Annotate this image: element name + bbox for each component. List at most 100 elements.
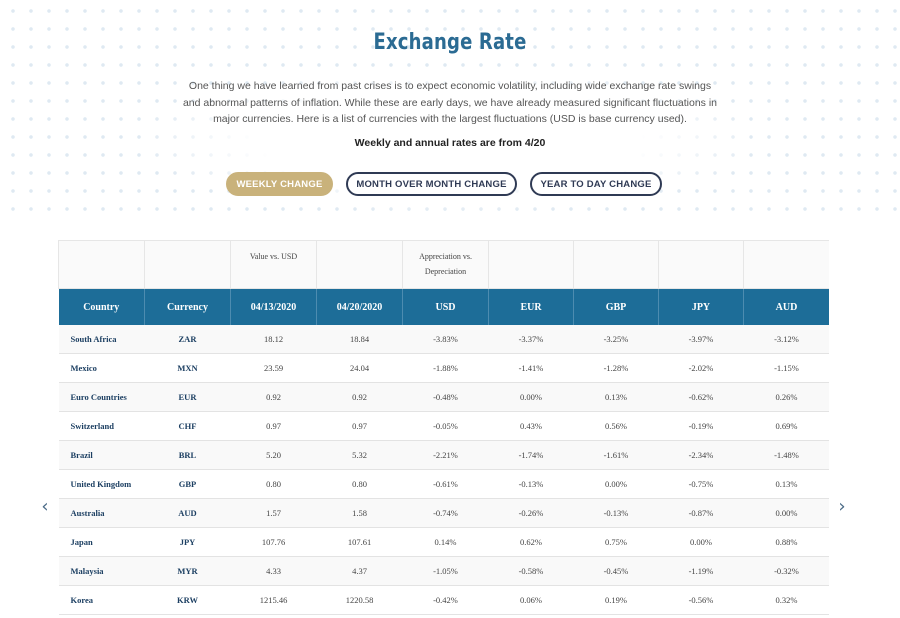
rates-date-note: Weekly and annual rates are from 4/20 <box>354 137 546 149</box>
change-cell: -0.13% <box>573 498 659 528</box>
change-cell: 0.69% <box>743 411 829 441</box>
chevron-right-icon: › <box>838 495 846 517</box>
country-cell: Euro Countries <box>58 382 145 412</box>
change-cell: 0.88% <box>743 527 829 557</box>
next-arrow-button[interactable]: › <box>833 494 851 518</box>
table-row: Mexico MXN 23.59 24.04 -1.88% -1.41% -1.28% -2.… <box>58 353 829 383</box>
table-row: Switzerland CHF 0.97 0.97 -0.05% 0.43% 0.56% -0… <box>58 411 829 441</box>
rate-value-cell: 0.97 <box>316 411 403 441</box>
column-header: JPY <box>658 288 744 325</box>
rate-value-cell: 107.76 <box>230 527 317 557</box>
currency-cell: MXN <box>144 353 231 383</box>
change-cell: 0.06% <box>488 585 574 615</box>
change-cell: 0.75% <box>573 527 659 557</box>
currency-cell: EUR <box>144 382 231 412</box>
change-cell: -3.97% <box>658 325 744 354</box>
change-cell: -1.28% <box>573 353 659 383</box>
change-cell: -0.13% <box>488 469 574 499</box>
rate-value-cell: 4.33 <box>230 556 317 586</box>
change-cell: 0.43% <box>488 411 574 441</box>
rate-value-cell: 5.32 <box>316 440 403 470</box>
change-cell: -0.75% <box>658 469 744 499</box>
group-header-empty <box>743 240 829 289</box>
currency-cell: GBP <box>144 469 231 499</box>
change-cell: -2.34% <box>658 440 744 470</box>
change-cell: 0.13% <box>573 382 659 412</box>
exchange-rate-table-wrapper[interactable]: Value vs. USD Appreciation vs. Depreciat… <box>58 240 829 618</box>
change-cell: -1.48% <box>743 440 829 470</box>
currency-cell: JPY <box>144 527 231 557</box>
change-cell: -3.12% <box>743 325 829 354</box>
group-header-empty <box>658 240 744 289</box>
change-cell: 0.13% <box>743 469 829 499</box>
table-row: United Kingdom GBP 0.80 0.80 -0.61% -0.13% 0.0… <box>58 469 829 499</box>
change-cell: -1.41% <box>488 353 574 383</box>
column-header: GBP <box>573 288 659 325</box>
change-cell: -1.61% <box>573 440 659 470</box>
currency-cell: AUD <box>144 498 231 528</box>
column-header: AUD <box>743 288 829 325</box>
group-header-empty <box>488 240 574 289</box>
country-cell: South Africa <box>58 325 145 354</box>
change-cell: 0.19% <box>573 585 659 615</box>
change-cell: -0.05% <box>402 411 489 441</box>
change-cell: -2.02% <box>658 353 744 383</box>
change-cell: 0.56% <box>573 411 659 441</box>
currency-cell: KRW <box>144 585 231 615</box>
currency-cell: MYR <box>144 556 231 586</box>
group-header-empty <box>573 240 659 289</box>
country-cell: Australia <box>58 498 145 528</box>
change-cell: 0.14% <box>402 527 489 557</box>
rate-value-cell: 1215.46 <box>230 585 317 615</box>
change-cell: -0.87% <box>658 498 744 528</box>
country-cell: Mexico <box>58 353 145 383</box>
rate-value-cell: 18.84 <box>316 325 403 354</box>
tab-weekly-change[interactable]: WEEKLY CHANGE <box>226 172 333 196</box>
change-cell: 0.62% <box>488 527 574 557</box>
rate-value-cell: 0.80 <box>316 469 403 499</box>
exchange-rate-table: Value vs. USD Appreciation vs. Depreciat… <box>58 240 829 615</box>
change-cell: 0.00% <box>573 469 659 499</box>
rate-value-cell: 1220.58 <box>316 585 403 615</box>
change-cell: -0.32% <box>743 556 829 586</box>
change-period-tabs: WEEKLY CHANGE MONTH OVER MONTH CHANGE YE… <box>0 172 900 198</box>
country-cell: Brazil <box>58 440 145 470</box>
country-cell: United Kingdom <box>58 469 145 499</box>
rate-value-cell: 0.80 <box>230 469 317 499</box>
change-cell: 0.32% <box>743 585 829 615</box>
change-cell: 0.00% <box>658 527 744 557</box>
rate-value-cell: 24.04 <box>316 353 403 383</box>
column-header-row: Country Currency 04/13/2020 04/20/2020 USD EU… <box>58 288 829 325</box>
column-header: EUR <box>488 288 574 325</box>
change-cell: -1.15% <box>743 353 829 383</box>
rate-value-cell: 0.97 <box>230 411 317 441</box>
tab-year-to-day-change[interactable]: YEAR TO DAY CHANGE <box>530 172 662 196</box>
rate-value-cell: 5.20 <box>230 440 317 470</box>
group-header-appreciation: Appreciation vs. Depreciation <box>402 240 489 289</box>
change-cell: -0.45% <box>573 556 659 586</box>
change-cell: -0.74% <box>402 498 489 528</box>
change-cell: -0.48% <box>402 382 489 412</box>
currency-cell: BRL <box>144 440 231 470</box>
change-cell: -0.19% <box>658 411 744 441</box>
change-cell: 0.26% <box>743 382 829 412</box>
change-cell: -3.83% <box>402 325 489 354</box>
table-row: Korea KRW 1215.46 1220.58 -0.42% 0.06% 0.19% -0… <box>58 585 829 615</box>
rate-value-cell: 1.58 <box>316 498 403 528</box>
country-cell: Japan <box>58 527 145 557</box>
table-row: Brazil BRL 5.20 5.32 -2.21% -1.74% -1.61% -2.34… <box>58 440 829 470</box>
group-header-empty <box>144 240 231 289</box>
change-cell: -0.26% <box>488 498 574 528</box>
change-cell: -0.58% <box>488 556 574 586</box>
rate-value-cell: 1.57 <box>230 498 317 528</box>
tab-month-over-month-change[interactable]: MONTH OVER MONTH CHANGE <box>346 172 517 196</box>
change-cell: -3.37% <box>488 325 574 354</box>
country-cell: Korea <box>58 585 145 615</box>
rate-value-cell: 0.92 <box>230 382 317 412</box>
group-header-label: Value vs. USD <box>249 252 298 261</box>
currency-cell: CHF <box>144 411 231 441</box>
prev-arrow-button[interactable]: ‹ <box>36 494 54 518</box>
rate-value-cell: 4.37 <box>316 556 403 586</box>
group-header-row: Value vs. USD Appreciation vs. Depreciat… <box>58 240 829 289</box>
change-cell: -0.42% <box>402 585 489 615</box>
